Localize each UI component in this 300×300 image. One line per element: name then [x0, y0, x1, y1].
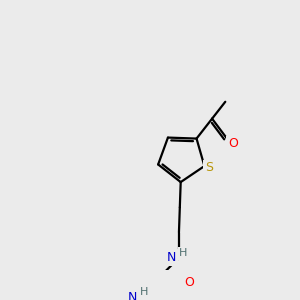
Text: O: O	[184, 276, 194, 289]
Text: N: N	[167, 251, 176, 264]
Text: H: H	[179, 248, 188, 258]
Text: H: H	[140, 287, 148, 297]
Text: O: O	[228, 137, 238, 150]
Text: N: N	[128, 291, 137, 300]
Text: S: S	[205, 161, 213, 174]
